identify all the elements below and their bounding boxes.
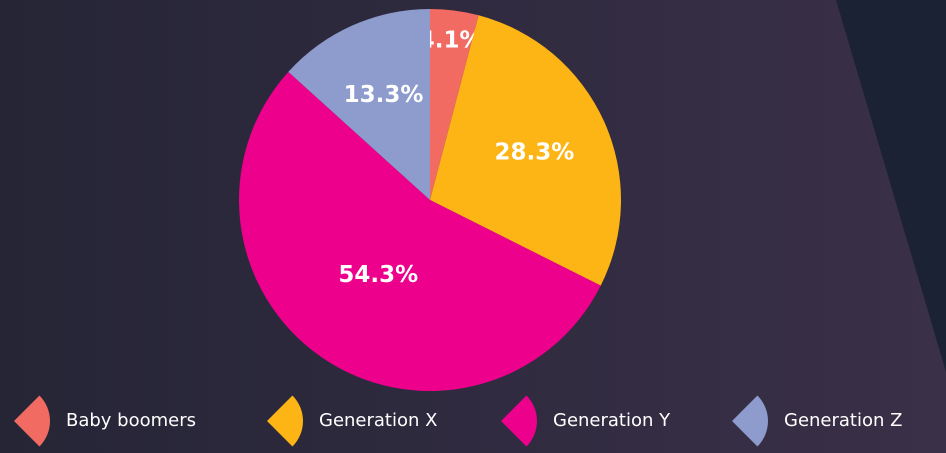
background-shape bbox=[836, 0, 946, 372]
slice-label: 54.3% bbox=[338, 262, 418, 288]
legend-label: Baby boomers bbox=[66, 410, 196, 431]
legend-swatch bbox=[732, 395, 769, 447]
legend-swatch bbox=[501, 395, 538, 447]
legend-label: Generation Y bbox=[553, 410, 671, 431]
pie-slice bbox=[238, 71, 601, 392]
legend-swatch bbox=[267, 395, 303, 447]
legend-label: Generation Z bbox=[784, 410, 902, 431]
pie-slice bbox=[430, 9, 479, 200]
slice-label: 13.3% bbox=[344, 82, 424, 108]
slice-label: 28.3% bbox=[495, 139, 575, 165]
pie-slice bbox=[288, 9, 430, 200]
legend-swatch bbox=[14, 395, 50, 447]
legend-label: Generation X bbox=[319, 410, 437, 431]
legend: Baby boomers Generation X Generation Y Gene… bbox=[14, 395, 902, 447]
pie-slice bbox=[430, 15, 621, 286]
pie: 4.1%28.3%54.3%13.3% bbox=[238, 9, 621, 392]
